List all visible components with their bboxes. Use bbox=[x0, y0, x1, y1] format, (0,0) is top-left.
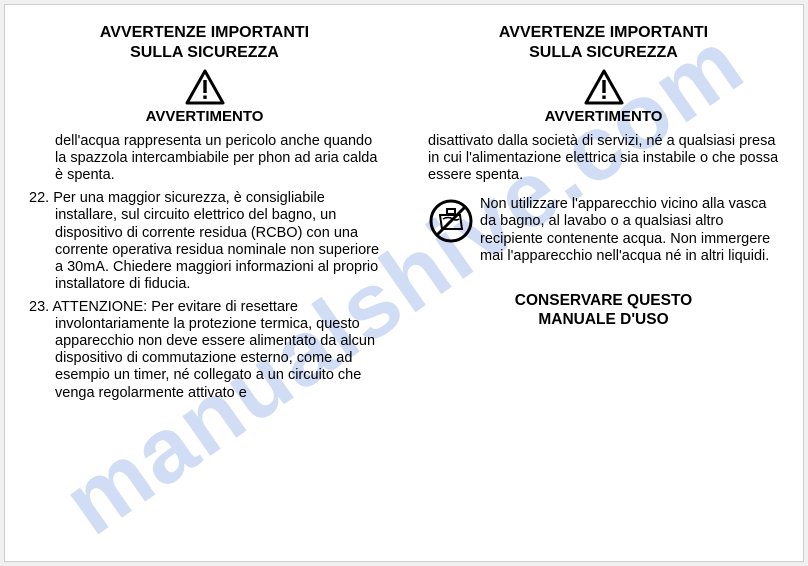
right-warning-icon-wrap bbox=[428, 69, 779, 110]
right-footer-line2: MANUALE D'USO bbox=[538, 311, 668, 328]
left-warning-icon-wrap bbox=[29, 69, 380, 110]
right-footer-heading: CONSERVARE QUESTO MANUALE D'USO bbox=[428, 291, 779, 330]
right-icon-row: Non utilizzare l'apparecchio vicino alla… bbox=[428, 196, 779, 264]
left-item-22: 22. Per una maggior sicurezza, è consigl… bbox=[29, 190, 380, 293]
left-subheading: AVVERTIMENTO bbox=[29, 108, 380, 125]
warning-triangle-icon bbox=[185, 69, 225, 105]
left-item-23: 23. ATTENZIONE: Per evitare di resettare… bbox=[29, 299, 380, 402]
left-item-23-text: ATTENZIONE: Per evitare di resettare inv… bbox=[49, 299, 375, 401]
left-item-22-number: 22. bbox=[29, 190, 49, 206]
page-frame: manualshive.com AVVERTENZE IMPORTANTI SU… bbox=[4, 4, 804, 562]
right-heading: AVVERTENZE IMPORTANTI SULLA SICUREZZA bbox=[428, 23, 779, 63]
right-icon-text: Non utilizzare l'apparecchio vicino alla… bbox=[480, 196, 779, 264]
right-subheading: AVVERTIMENTO bbox=[428, 108, 779, 125]
left-heading-line2: SULLA SICUREZZA bbox=[130, 44, 279, 61]
left-heading-line1: AVVERTENZE IMPORTANTI bbox=[100, 24, 309, 41]
left-intro-text: dell'acqua rappresenta un pericolo anche… bbox=[55, 133, 380, 184]
two-column-layout: AVVERTENZE IMPORTANTI SULLA SICUREZZA AV… bbox=[5, 5, 803, 561]
left-item-22-text: Per una maggior sicurezza, è consigliabi… bbox=[49, 190, 379, 292]
warning-triangle-icon bbox=[584, 69, 624, 105]
left-column: AVVERTENZE IMPORTANTI SULLA SICUREZZA AV… bbox=[5, 5, 404, 561]
right-column: AVVERTENZE IMPORTANTI SULLA SICUREZZA AV… bbox=[404, 5, 803, 561]
left-heading: AVVERTENZE IMPORTANTI SULLA SICUREZZA bbox=[29, 23, 380, 63]
no-water-icon bbox=[428, 198, 474, 249]
right-intro-text: disattivato dalla società di servizi, né… bbox=[428, 133, 779, 184]
right-heading-line1: AVVERTENZE IMPORTANTI bbox=[499, 24, 708, 41]
right-heading-line2: SULLA SICUREZZA bbox=[529, 44, 678, 61]
left-item-23-number: 23. bbox=[29, 299, 49, 315]
right-footer-line1: CONSERVARE QUESTO bbox=[515, 292, 692, 309]
